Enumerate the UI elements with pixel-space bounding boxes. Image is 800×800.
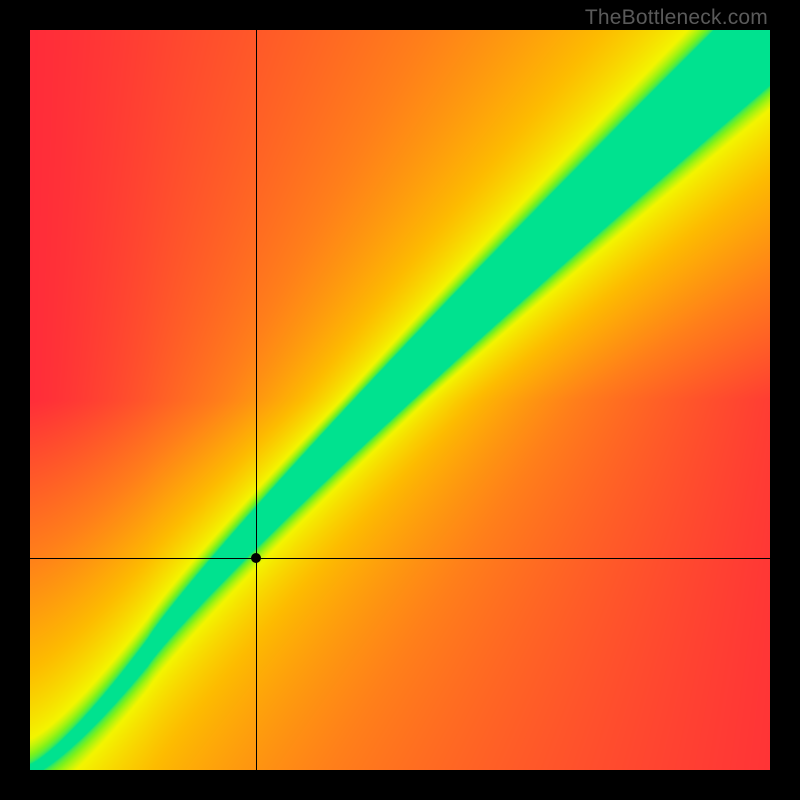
heatmap-canvas [30, 30, 770, 770]
crosshair-vertical [256, 30, 257, 770]
crosshair-horizontal [30, 558, 770, 559]
crosshair-marker [251, 553, 261, 563]
bottleneck-heatmap [30, 30, 770, 770]
watermark-text: TheBottleneck.com [585, 6, 768, 30]
